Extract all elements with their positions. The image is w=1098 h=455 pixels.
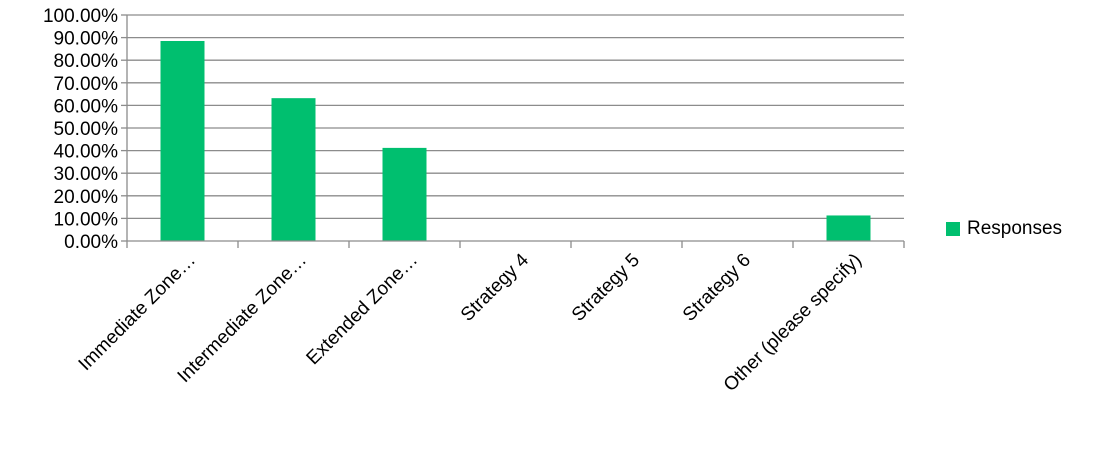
x-category-label: Immediate Zone… <box>75 250 200 375</box>
gridlines <box>127 14 904 220</box>
x-category-label: Intermediate Zone… <box>174 250 311 387</box>
x-tick-labels: Immediate Zone…Intermediate Zone…Extende… <box>75 249 866 396</box>
y-tick-label: 10.00% <box>54 209 119 230</box>
y-tick-label: 20.00% <box>54 187 119 208</box>
bar-7 <box>826 215 871 241</box>
y-tick-label: 70.00% <box>54 74 119 95</box>
y-tick-label: 40.00% <box>54 142 119 163</box>
x-category-label: Strategy 4 <box>457 249 533 325</box>
x-category-label: Extended Zone… <box>303 250 422 369</box>
bars <box>160 40 871 241</box>
legend: Responses <box>946 218 1062 240</box>
y-tick-label: 50.00% <box>54 119 119 140</box>
x-category-label: Strategy 6 <box>679 250 755 326</box>
bar-3 <box>382 147 427 241</box>
y-tick-label: 90.00% <box>54 29 119 50</box>
y-tick-label: 60.00% <box>54 96 119 117</box>
x-category-label: Strategy 5 <box>568 250 644 326</box>
y-tick-labels: 0.00%10.00%20.00%30.00%40.00%50.00%60.00… <box>43 6 118 253</box>
legend-label-responses: Responses <box>967 218 1063 239</box>
legend-swatch-responses <box>946 222 960 236</box>
y-tick-label: 100.00% <box>43 6 118 27</box>
y-tick-label: 0.00% <box>64 232 118 253</box>
bar-2 <box>271 98 316 241</box>
bar-1 <box>160 40 205 241</box>
axes <box>121 14 905 248</box>
y-tick-label: 80.00% <box>54 51 119 72</box>
y-tick-label: 30.00% <box>54 164 119 185</box>
